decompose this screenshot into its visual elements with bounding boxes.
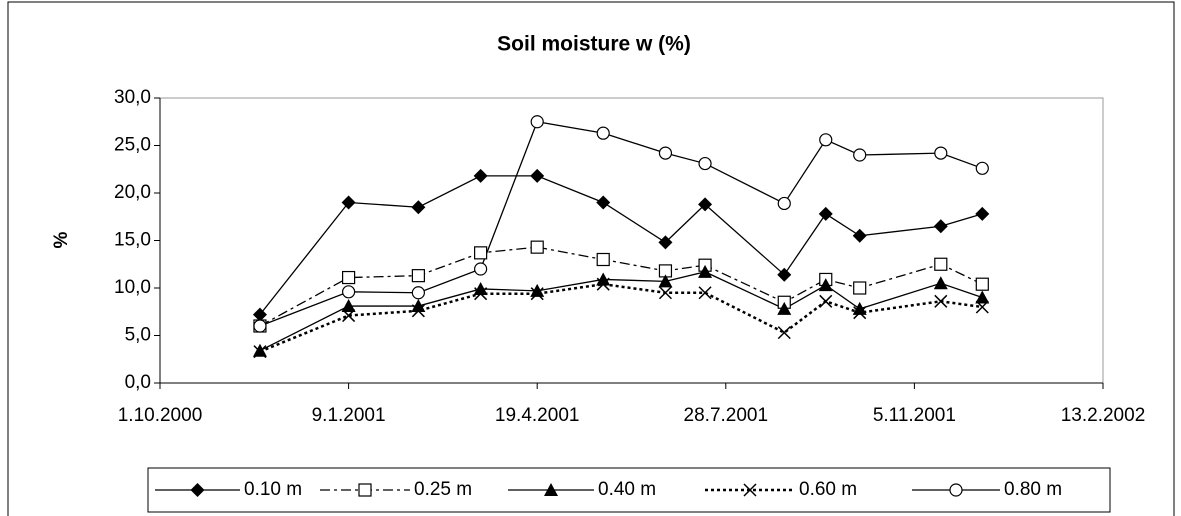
series-line — [259, 175, 983, 316]
marker — [975, 161, 989, 175]
marker — [934, 294, 948, 308]
chart-border — [7, 1, 1175, 516]
marker — [411, 304, 425, 318]
marker — [596, 272, 611, 286]
marker — [698, 156, 712, 171]
marker — [975, 277, 989, 291]
x-tick-label: 5.11.2001 — [873, 405, 956, 426]
y-tick-label: 5,0 — [125, 325, 151, 346]
legend-marker — [190, 483, 205, 497]
marker — [852, 228, 867, 243]
marker — [474, 246, 488, 260]
marker — [933, 219, 948, 234]
marker — [698, 286, 712, 300]
x-tick-label: 19.4.2001 — [495, 405, 580, 426]
marker — [342, 309, 356, 323]
y-tick-label: 0,0 — [125, 372, 151, 393]
plot-area — [159, 97, 1104, 384]
x-tick-label: 13.2.2002 — [1061, 405, 1146, 426]
marker — [596, 126, 610, 140]
marker — [530, 115, 544, 129]
legend-label: 0.60 m — [799, 479, 857, 500]
marker — [411, 200, 426, 215]
marker — [342, 285, 356, 299]
legend-label: 0.40 m — [598, 479, 656, 500]
marker — [658, 286, 672, 300]
marker — [933, 276, 948, 290]
marker — [474, 287, 488, 301]
marker — [658, 274, 673, 288]
marker — [853, 148, 867, 162]
legend-marker — [358, 483, 372, 497]
marker — [252, 343, 267, 357]
legend-label: 0.10 m — [244, 479, 302, 500]
chart-title: Soil moisture w (%) — [497, 33, 691, 56]
legend-marker — [743, 483, 757, 497]
marker — [474, 262, 488, 276]
marker — [253, 345, 267, 359]
y-tick-label: 10,0 — [114, 277, 151, 298]
legend-marker — [949, 483, 963, 497]
y-tick-label: 25,0 — [114, 135, 151, 156]
marker — [658, 235, 673, 250]
marker — [596, 277, 610, 291]
marker — [530, 283, 545, 297]
marker — [530, 287, 544, 301]
legend-marker — [544, 483, 558, 496]
x-tick-label: 1.10.2000 — [118, 405, 203, 426]
marker — [853, 306, 867, 320]
marker — [253, 319, 267, 333]
marker — [777, 196, 791, 211]
marker — [975, 300, 989, 314]
marker — [975, 290, 990, 304]
marker — [934, 257, 948, 271]
y-axis-label: % — [51, 231, 72, 248]
marker — [934, 146, 948, 160]
legend-label: 0.80 m — [1004, 479, 1062, 500]
series-line — [259, 121, 983, 327]
marker — [658, 146, 673, 160]
marker — [342, 270, 356, 285]
x-tick-label: 28.7.2001 — [684, 405, 769, 426]
marker — [853, 281, 867, 295]
marker — [473, 168, 488, 183]
marker — [411, 286, 425, 300]
x-tick-label: 9.1.2001 — [312, 405, 386, 426]
legend-box — [147, 467, 1111, 513]
marker — [777, 267, 792, 282]
marker — [252, 307, 267, 322]
y-tick-label: 15,0 — [114, 230, 151, 251]
marker — [777, 301, 792, 315]
y-tick-label: 30,0 — [114, 87, 151, 108]
marker — [975, 206, 990, 221]
series-line — [259, 271, 983, 352]
marker — [819, 133, 833, 147]
y-tick-label: 20,0 — [114, 182, 151, 203]
marker — [530, 240, 544, 254]
marker — [819, 294, 833, 308]
marker — [698, 264, 713, 278]
marker — [341, 195, 356, 210]
marker — [852, 301, 867, 315]
marker — [818, 206, 833, 221]
series-line — [259, 282, 983, 353]
marker — [596, 195, 611, 210]
marker — [411, 299, 426, 313]
legend-label: 0.25 m — [414, 479, 472, 500]
marker — [341, 299, 356, 313]
marker — [596, 252, 610, 267]
marker — [473, 281, 488, 295]
marker — [698, 197, 713, 212]
marker — [411, 269, 425, 283]
marker — [818, 278, 833, 292]
marker — [530, 168, 545, 183]
marker — [777, 326, 791, 340]
